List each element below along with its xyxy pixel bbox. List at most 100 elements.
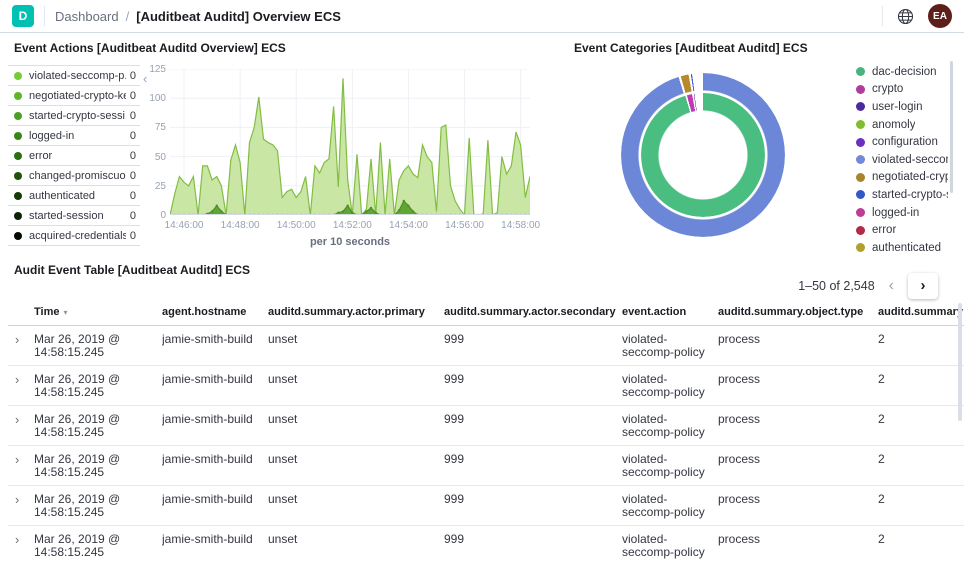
cell-object-type: process	[718, 405, 878, 446]
legend-color-dot	[14, 151, 22, 160]
legend-item[interactable]: anomoly	[856, 116, 948, 134]
legend-item[interactable]: started-crypto-se...	[856, 186, 948, 204]
legend-item[interactable]: acquired-credentials 0	[8, 225, 140, 246]
event-categories-panel: Event Categories [Auditbeat Auditd] ECS …	[560, 33, 964, 255]
audit-event-table: Time ▾ agent.hostname auditd.summary.actor.…	[8, 299, 964, 561]
legend-item[interactable]: authenticated	[856, 239, 948, 257]
panel-title: Event Actions [Auditbeat Auditd Overview…	[14, 41, 286, 55]
legend-label: logged-in	[872, 206, 920, 219]
legend-color-dot	[856, 172, 865, 182]
cell-summary: 2	[878, 405, 964, 446]
legend-item[interactable]: violated-seccomp-p... 0	[8, 65, 140, 85]
cell-actor-secondary: 999	[444, 325, 622, 366]
column-header[interactable]: auditd.summary	[878, 299, 964, 326]
donut-chart[interactable]	[621, 73, 785, 237]
sort-arrow-icon: ▾	[63, 308, 68, 317]
legend-item[interactable]: negotiated-crypto-key 0	[8, 85, 140, 105]
y-axis-tick-label: 125	[149, 64, 166, 75]
legend-item[interactable]: logged-in	[856, 204, 948, 222]
legend-item[interactable]: error 0	[8, 145, 140, 165]
cell-actor-primary: unset	[268, 445, 444, 486]
legend-item[interactable]: error	[856, 221, 948, 239]
table-scrollbar[interactable]	[958, 303, 962, 421]
cell-object-type: process	[718, 445, 878, 486]
legend-color-dot	[14, 191, 22, 200]
legend-item[interactable]: violated-seccomp...	[856, 151, 948, 169]
cell-time: Mar 26, 2019 @ 14:58:15.245	[34, 525, 162, 561]
area-chart-wrap: 0 25 50 75 100 125 14:46:00 14:48:00 14:50:00 14…	[146, 64, 550, 251]
cell-event-action: violated-seccomp-policy	[622, 405, 718, 446]
column-header[interactable]: auditd.summary.object.type	[718, 299, 878, 326]
row-expand-icon[interactable]: ›	[8, 525, 34, 561]
legend-item[interactable]: started-session 0	[8, 205, 140, 225]
pagination-next-button[interactable]: ›	[908, 273, 938, 299]
kibana-logo[interactable]: D	[12, 5, 34, 27]
row-expand-icon[interactable]: ›	[8, 325, 34, 366]
legend-collapse-icon[interactable]: ‹	[143, 71, 148, 86]
legend-color-dot	[856, 225, 865, 235]
pagination-prev-button[interactable]: ‹	[885, 277, 898, 295]
legend-item[interactable]: user-login	[856, 98, 948, 116]
user-avatar[interactable]: EA	[928, 4, 952, 28]
legend-item[interactable]: logged-in 0	[8, 125, 140, 145]
row-expand-icon[interactable]: ›	[8, 445, 34, 486]
legend-item[interactable]: started-crypto-sessi... 0	[8, 105, 140, 125]
breadcrumb: Dashboard / [Auditbeat Auditd] Overview …	[55, 9, 341, 24]
legend-label: authenticated	[29, 189, 96, 202]
breadcrumb-separator: /	[125, 8, 130, 24]
legend-color-dot	[856, 67, 865, 77]
cell-actor-primary: unset	[268, 405, 444, 446]
globe-icon[interactable]	[897, 8, 914, 25]
cell-actor-primary: unset	[268, 365, 444, 406]
legend-item[interactable]: configuration	[856, 133, 948, 151]
x-axis-tick-label: 14:50:00	[276, 220, 316, 231]
legend-color-dot	[14, 91, 22, 100]
divider	[44, 6, 45, 26]
area-chart[interactable]	[170, 69, 530, 215]
cell-summary: 2	[878, 325, 964, 366]
breadcrumb-dashboard[interactable]: Dashboard	[55, 8, 119, 24]
legend-color-dot	[856, 243, 865, 253]
legend-scrollbar[interactable]	[950, 61, 953, 193]
legend-item[interactable]: negotiated-crypto...	[856, 169, 948, 187]
legend-color-dot	[856, 102, 865, 112]
legend-label: negotiated-crypto...	[872, 171, 948, 184]
column-header[interactable]: Time ▾	[34, 299, 162, 326]
row-expand-icon[interactable]: ›	[8, 405, 34, 446]
cell-actor-primary: unset	[268, 485, 444, 526]
cell-time: Mar 26, 2019 @ 14:58:15.245	[34, 325, 162, 366]
topbar-right-controls: EA	[882, 4, 952, 28]
legend-color-dot	[856, 120, 865, 130]
expander-column-header	[8, 299, 34, 326]
cell-event-action: violated-seccomp-policy	[622, 525, 718, 561]
legend-item[interactable]: changed-promiscuo... 0	[8, 165, 140, 185]
legend-label: violated-seccomp-p...	[29, 69, 126, 82]
legend-item[interactable]: authenticated 0	[8, 185, 140, 205]
table-row: › Mar 26, 2019 @ 14:58:15.245 jamie-smith-…	[8, 485, 964, 526]
x-axis-tick-label: 14:54:00	[388, 220, 428, 231]
table-row: › Mar 26, 2019 @ 14:58:15.245 jamie-smith-…	[8, 405, 964, 446]
legend-label: crypto	[872, 83, 904, 96]
legend-label: negotiated-crypto-key	[29, 89, 126, 102]
cell-summary: 2	[878, 445, 964, 486]
legend-color-dot	[856, 137, 865, 147]
legend-label: anomoly	[872, 118, 916, 131]
column-header[interactable]: event.action	[622, 299, 718, 326]
cell-summary: 2	[878, 485, 964, 526]
column-header[interactable]: agent.hostname	[162, 299, 268, 326]
column-header[interactable]: auditd.summary.actor.secondary	[444, 299, 622, 326]
event-actions-panel: Event Actions [Auditbeat Auditd Overview…	[0, 33, 560, 255]
column-header[interactable]: auditd.summary.actor.primary	[268, 299, 444, 326]
legend-item[interactable]: crypto	[856, 81, 948, 99]
cell-actor-primary: unset	[268, 525, 444, 561]
donut-inner-ring[interactable]	[641, 93, 765, 217]
legend-color-dot	[856, 84, 865, 94]
row-expand-icon[interactable]: ›	[8, 365, 34, 406]
event-categories-legend: dac-decision crypto user-login anomoly confi…	[856, 63, 948, 257]
legend-item[interactable]: dac-decision	[856, 63, 948, 81]
cell-object-type: process	[718, 325, 878, 366]
cell-hostname: jamie-smith-build	[162, 525, 268, 561]
table-row: › Mar 26, 2019 @ 14:58:15.245 jamie-smith-…	[8, 325, 964, 366]
row-expand-icon[interactable]: ›	[8, 485, 34, 526]
cell-actor-secondary: 999	[444, 485, 622, 526]
